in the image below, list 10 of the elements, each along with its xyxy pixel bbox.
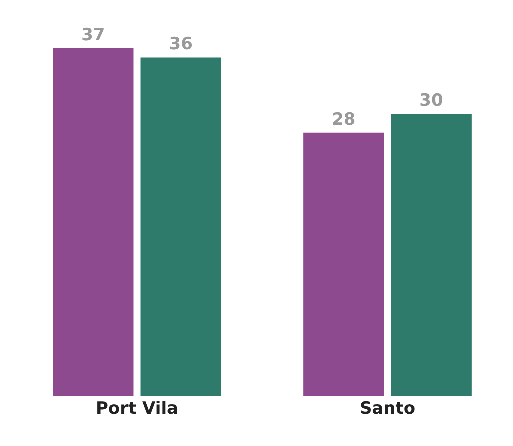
x-tick-label: Santo — [360, 399, 416, 419]
bar — [304, 132, 384, 396]
bar — [53, 48, 134, 396]
data-label: 36 — [169, 34, 193, 55]
data-label: 28 — [332, 110, 356, 130]
bar — [391, 114, 472, 396]
data-label: 37 — [82, 25, 106, 46]
bar — [140, 58, 222, 396]
data-label: 30 — [420, 91, 444, 112]
x-tick-label: Port Vila — [96, 399, 179, 419]
